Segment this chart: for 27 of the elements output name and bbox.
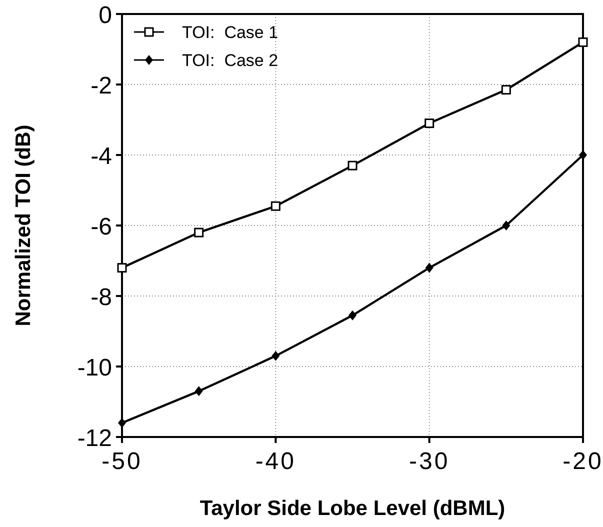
point <box>501 85 511 95</box>
point <box>194 386 203 396</box>
point <box>348 310 356 320</box>
point <box>578 37 588 47</box>
y-axis-title: Normalized TOI (dB) <box>12 124 35 326</box>
y-tick-label: -2 <box>90 72 112 100</box>
point <box>502 220 510 230</box>
x-axis-title: Taylor Side Lobe Level (dBML) <box>200 497 506 520</box>
y-tick-label: -8 <box>90 284 112 311</box>
point <box>425 262 434 273</box>
legend-label: TOI: Case 2 <box>182 51 278 70</box>
x-tick-label: -40 <box>255 448 296 475</box>
y-tick-label: -6 <box>90 214 112 240</box>
point <box>117 263 127 273</box>
point <box>270 201 280 211</box>
y-tick-label: -10 <box>77 354 112 382</box>
point <box>272 350 280 361</box>
x-tick-label: -30 <box>408 448 450 475</box>
y-tick-label: -4 <box>90 143 112 170</box>
point <box>424 118 434 128</box>
point <box>348 160 358 170</box>
y-tick-label: 0 <box>98 2 112 29</box>
point <box>194 228 204 238</box>
x-tick-label: -20 <box>562 448 603 475</box>
point <box>118 418 126 428</box>
point <box>579 150 587 160</box>
legend-label: TOI: Case 1 <box>182 23 278 42</box>
